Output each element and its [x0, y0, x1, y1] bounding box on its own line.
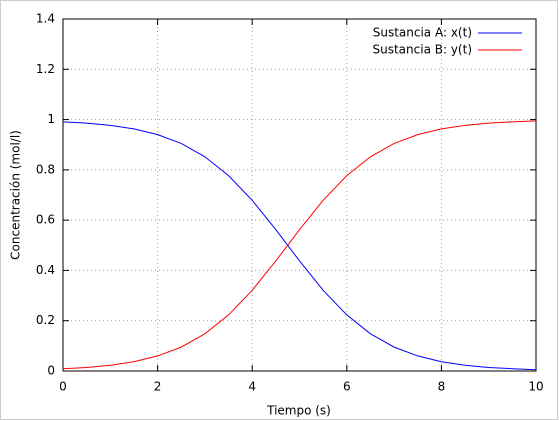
x-tick-label: 2 [154, 380, 162, 394]
x-tick-label: 6 [343, 380, 351, 394]
y-tick-label: 0 [47, 364, 55, 378]
y-tick-label: 0.8 [36, 162, 55, 176]
y-tick-label: 1 [47, 112, 55, 126]
x-tick-label: 0 [59, 380, 67, 394]
y-axis-label: Concentración (mol/l) [9, 130, 23, 260]
y-tick-label: 1.2 [36, 62, 55, 76]
x-axis-label: Tiempo (s) [266, 404, 331, 418]
legend-label: Sustancia A: x(t) [373, 26, 472, 40]
x-tick-label: 8 [438, 380, 446, 394]
x-tick-label: 10 [528, 380, 543, 394]
series-line [62, 120, 537, 370]
y-tick-label: 0.6 [36, 213, 55, 227]
y-tick-label: 0.2 [36, 313, 55, 327]
series-line [62, 121, 537, 371]
x-tick-label: 4 [248, 380, 256, 394]
y-tick-label: 0.4 [36, 263, 55, 277]
y-tick-label: 1.4 [36, 12, 55, 26]
legend-label: Sustancia B: y(t) [373, 43, 473, 57]
plot-border [62, 18, 537, 372]
